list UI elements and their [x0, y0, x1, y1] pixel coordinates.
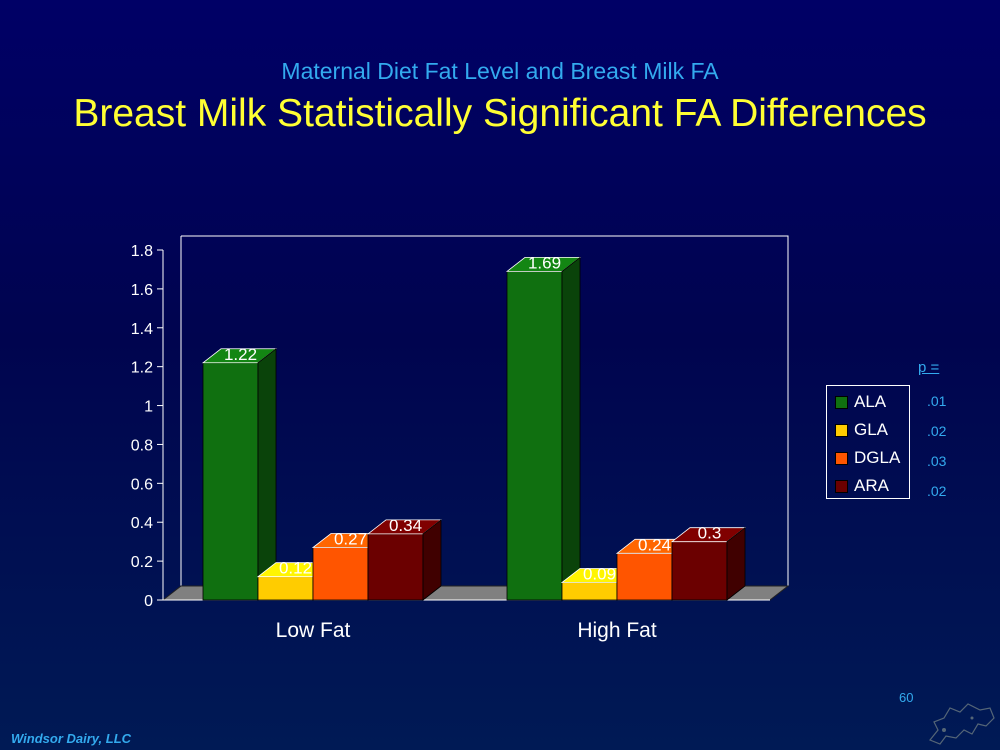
slide-number: 60	[899, 690, 914, 705]
data-label: 0.12	[279, 559, 312, 578]
y-tick-label: 0	[144, 593, 153, 610]
p-value-dgla: .03	[927, 453, 947, 469]
bar-side	[422, 519, 442, 601]
data-label: 0.34	[389, 516, 422, 535]
bar-front	[202, 362, 259, 601]
bar-ara-high-fat	[670, 526, 747, 601]
legend-item-dgla: DGLA	[835, 447, 900, 469]
legend-item-ara: ARA	[835, 475, 889, 497]
legend-swatch	[835, 423, 848, 437]
y-tick-label: 1	[144, 399, 153, 416]
y-tick-label: 0.2	[131, 554, 153, 571]
p-value-ala: .01	[927, 393, 947, 409]
p-value-gla: .02	[927, 423, 947, 439]
chart-legend: ALA GLA DGLA ARA	[826, 385, 910, 499]
y-tick-label: 1.6	[131, 282, 153, 299]
slide-title: Breast Milk Statistically Significant FA…	[73, 92, 927, 135]
legend-label: DGLA	[854, 448, 901, 467]
y-tick-label: 1.2	[131, 360, 153, 377]
footer-company: Windsor Dairy, LLC	[11, 731, 132, 746]
legend-label: ARA	[854, 476, 889, 495]
p-value-header: p =	[918, 359, 940, 376]
bar-front	[616, 552, 673, 601]
y-tick-label: 1.8	[131, 243, 153, 260]
x-category-label: Low Fat	[276, 619, 351, 642]
slide-subtitle: Maternal Diet Fat Level and Breast Milk …	[281, 58, 719, 84]
legend-swatch	[835, 479, 848, 493]
legend-swatch	[835, 395, 848, 409]
bar-front	[312, 547, 369, 601]
y-tick-label: 1.4	[131, 321, 153, 338]
bar-ala-high-fat	[505, 256, 582, 601]
bar-side	[726, 526, 746, 601]
data-label: 0.24	[638, 535, 671, 554]
y-tick-label: 0.8	[131, 437, 153, 454]
bar-front	[671, 541, 728, 601]
bar-ara-low-fat	[366, 519, 443, 601]
map-logo-icon	[929, 703, 995, 745]
data-label: 1.69	[528, 253, 561, 272]
data-label: 0.27	[334, 530, 367, 549]
legend-label: GLA	[854, 420, 889, 439]
legend-item-gla: GLA	[835, 419, 888, 441]
y-tick-label: 0.6	[131, 476, 153, 493]
data-label: 0.3	[698, 524, 722, 543]
bar-front	[506, 270, 563, 601]
p-value-ara: .02	[927, 483, 947, 499]
legend-item-ala: ALA	[835, 391, 886, 413]
x-category-label: High Fat	[577, 619, 657, 642]
back-wall	[181, 235, 789, 586]
bar-side	[561, 256, 581, 601]
data-label: 1.22	[224, 345, 257, 364]
bar-front	[367, 533, 424, 601]
legend-swatch	[835, 451, 848, 465]
bar-side	[257, 347, 277, 601]
bar-front	[257, 576, 314, 601]
legend-label: ALA	[854, 392, 887, 411]
bar-ala-low-fat	[201, 347, 278, 601]
y-tick-label: 0.4	[131, 515, 153, 532]
bar-front	[561, 582, 618, 601]
data-label: 0.09	[583, 565, 616, 584]
